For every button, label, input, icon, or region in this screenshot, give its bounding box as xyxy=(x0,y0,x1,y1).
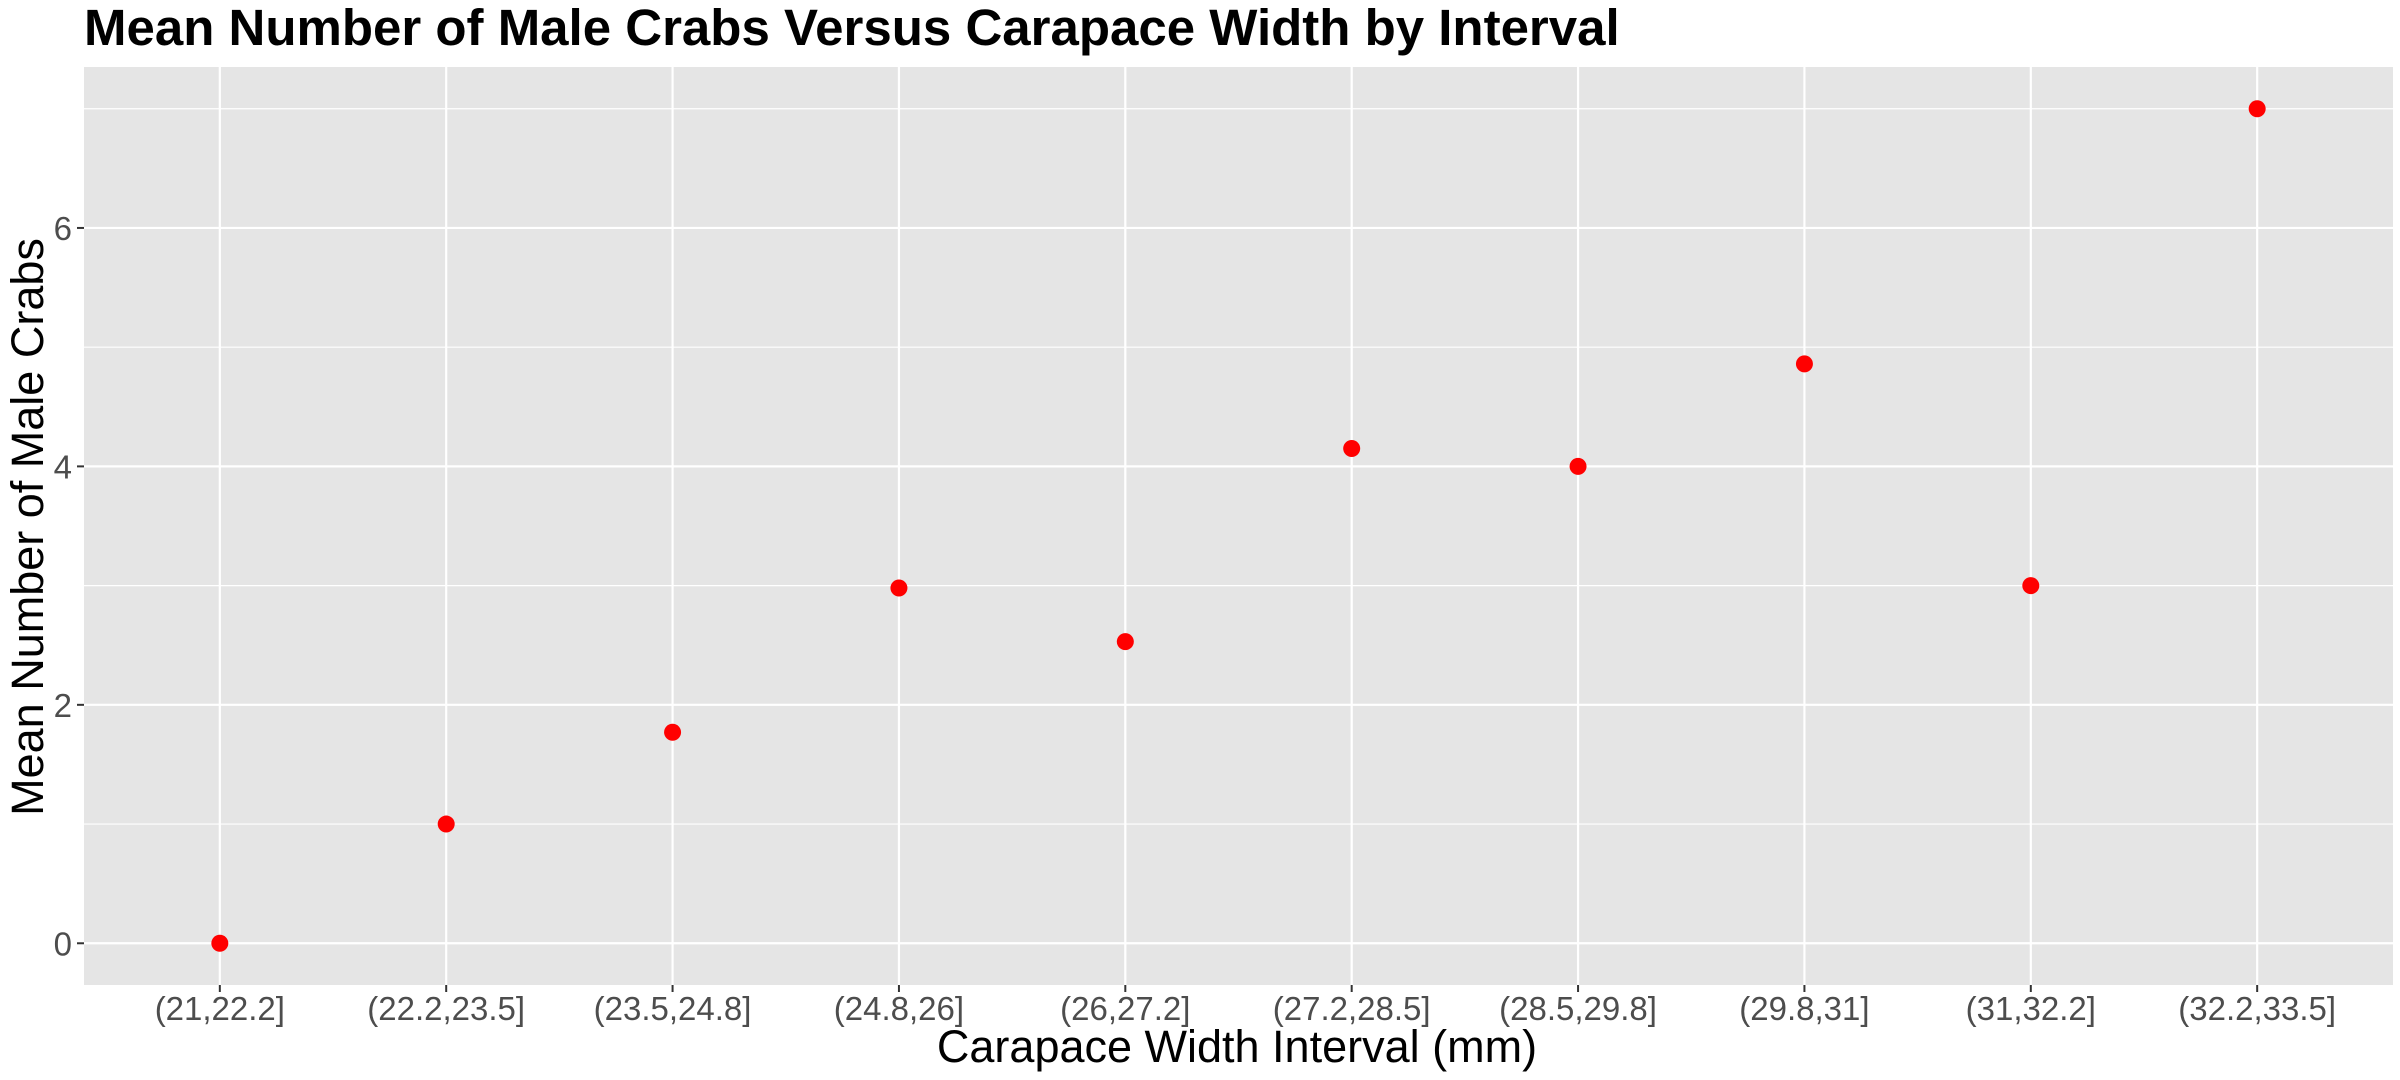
x-tick-label: (32.2,33.5] xyxy=(2178,990,2336,1027)
data-point xyxy=(890,579,908,597)
data-point xyxy=(211,934,229,952)
x-tick-label: (27.2,28.5] xyxy=(1273,990,1431,1027)
y-axis: 0 2 4 6 xyxy=(54,210,84,962)
chart-title: Mean Number of Male Crabs Versus Carapac… xyxy=(84,0,1620,56)
x-tick-label: (24.8,26] xyxy=(834,990,964,1027)
y-tick-label: 2 xyxy=(54,687,72,724)
data-point xyxy=(1343,440,1361,458)
x-tick-label: (21,22.2] xyxy=(155,990,285,1027)
data-point xyxy=(1569,457,1587,475)
data-point xyxy=(1116,633,1134,651)
x-axis-title: Carapace Width Interval (mm) xyxy=(937,1021,1537,1072)
x-tick-label: (28.5,29.8] xyxy=(1499,990,1657,1027)
x-tick-label: (23.5,24.8] xyxy=(594,990,752,1027)
minor-gridlines xyxy=(84,108,2393,825)
data-point xyxy=(437,815,455,833)
data-point xyxy=(664,723,682,741)
y-tick-label: 4 xyxy=(54,448,72,485)
x-tick-label: (22.2,23.5] xyxy=(367,990,525,1027)
x-tick-label: (26,27.2] xyxy=(1060,990,1190,1027)
y-tick-label: 0 xyxy=(54,925,72,962)
data-points xyxy=(211,100,2266,952)
y-axis-title: Mean Number of Male Crabs xyxy=(2,238,53,816)
major-gridlines xyxy=(84,67,2393,985)
x-tick-label: (29.8,31] xyxy=(1739,990,1869,1027)
x-tick-label: (31,32.2] xyxy=(1966,990,2096,1027)
plot-panel xyxy=(84,67,2393,985)
data-point xyxy=(1795,355,1813,373)
data-point xyxy=(2022,577,2040,595)
data-point xyxy=(2248,100,2266,118)
x-axis: (21,22.2] (22.2,23.5] (23.5,24.8] (24.8,26]… xyxy=(155,985,2336,1027)
y-tick-label: 6 xyxy=(54,210,72,247)
